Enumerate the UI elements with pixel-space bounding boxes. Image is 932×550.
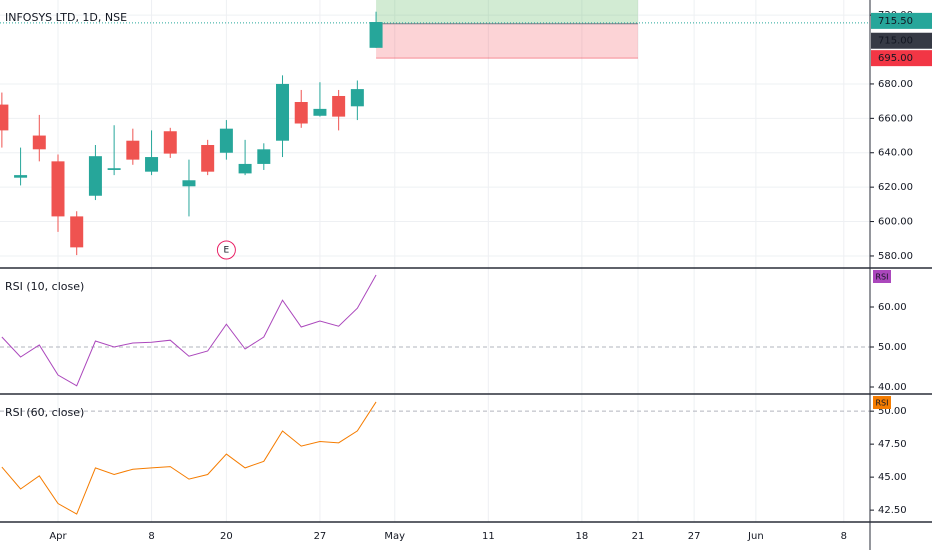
x-tick-label: 8: [841, 531, 847, 542]
price-label: 715.00: [878, 36, 913, 47]
candle-body: [369, 22, 383, 48]
pane: 50.00 47.50 45.00 42.50 RSI RSI (60, close): [0, 396, 932, 523]
event-label: E: [224, 246, 230, 256]
price-label-bg: [871, 12, 932, 29]
candle-body: [332, 95, 346, 117]
y-tick-label: 640.00: [878, 148, 913, 159]
x-tick-label: Jun: [747, 531, 764, 542]
candle-body: [238, 163, 252, 174]
target-zone: [376, 0, 638, 24]
y-tick-label: 40.00: [878, 382, 907, 393]
x-tick-label: 11: [482, 531, 495, 542]
pane: 720.00680.00660.00640.00620.00600.00580.…: [0, 0, 932, 269]
candle-body: [126, 140, 140, 160]
x-tick-label: 27: [314, 531, 327, 542]
y-tick-label: 50.00: [878, 342, 907, 353]
x-tick-label: 21: [632, 531, 645, 542]
candle-body: [0, 104, 9, 131]
candle-body: [294, 102, 308, 124]
y-tick-label: 42.50: [878, 505, 907, 516]
candle-body: [350, 89, 364, 107]
price-label: 715.50: [878, 16, 913, 27]
y-tick-label: 580.00: [878, 251, 913, 262]
candle-body: [32, 135, 46, 150]
x-tick-label: 18: [576, 531, 589, 542]
x-tick-label: 8: [148, 531, 154, 542]
candle-body: [257, 149, 271, 164]
y-tick-label: 660.00: [878, 113, 913, 124]
candle-body: [313, 108, 327, 116]
y-tick-label: 680.00: [878, 79, 913, 90]
candle-body: [219, 128, 233, 153]
badge-bg: [873, 270, 891, 283]
candle-body: [276, 83, 290, 141]
candle-body: [201, 145, 215, 172]
y-tick-label: 50.00: [878, 406, 907, 417]
stop-zone: [376, 23, 638, 59]
pane-title: RSI (10, close): [5, 280, 84, 293]
y-tick-label: 47.50: [878, 439, 907, 450]
x-tick-label: 27: [688, 531, 701, 542]
candle-body: [51, 161, 65, 217]
x-tick-label: Apr: [49, 531, 67, 542]
candle-body: [145, 157, 159, 172]
candle-body: [14, 175, 28, 178]
rsi-line: [1, 401, 377, 515]
x-tick-label: May: [384, 531, 405, 542]
y-tick-label: 600.00: [878, 217, 913, 228]
pane-title: INFOSYS LTD, 1D, NSE: [5, 11, 127, 24]
candle-body: [107, 168, 121, 170]
x-tick-label: 20: [220, 531, 233, 542]
event-marker: [216, 240, 236, 260]
y-tick-label: 60.00: [878, 302, 907, 313]
y-tick-label: 620.00: [878, 182, 913, 193]
candle-body: [88, 156, 102, 196]
y-tick-label: 45.00: [878, 472, 907, 483]
candle-body: [163, 131, 177, 154]
rsi-line: [1, 274, 377, 387]
pane-title: RSI (60, close): [5, 406, 84, 419]
pane: 60.00 50.00 40.00 RSI RSI (10, close): [0, 270, 932, 395]
badge-bg: [873, 396, 891, 409]
badge: RSI: [876, 273, 889, 282]
badge: RSI: [876, 399, 889, 408]
price-label-bg: [871, 32, 932, 49]
price-label-bg: [871, 50, 932, 67]
price-label: 695.00: [878, 53, 913, 64]
candle-body: [182, 180, 196, 187]
candle-body: [70, 216, 84, 248]
